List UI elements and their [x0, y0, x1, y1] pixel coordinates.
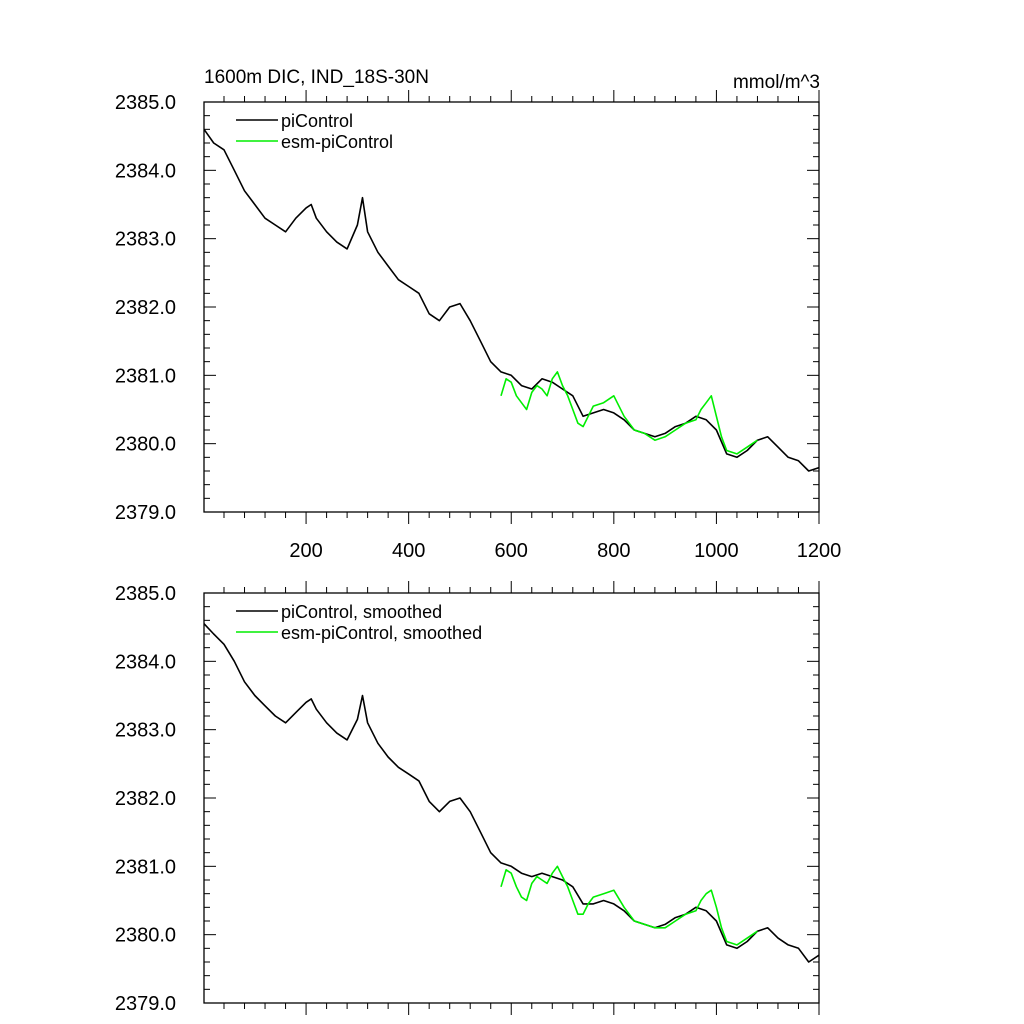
series-line-picontrol-smoothed	[204, 623, 819, 963]
x-tick-label: 1000	[694, 540, 739, 562]
x-tick-label: 1200	[797, 540, 842, 562]
x-tick-label: 200	[289, 540, 322, 562]
x-tick-label: 600	[495, 540, 528, 562]
y-tick-label: 2382.0	[115, 297, 176, 319]
series-line-picontrol	[204, 128, 819, 472]
y-tick-label: 2379.0	[115, 502, 176, 524]
y-tick-label: 2382.0	[115, 788, 176, 810]
series-line-esm-picontrol-smoothed	[500, 865, 758, 946]
y-tick-label: 2380.0	[115, 434, 176, 456]
legend-label: piControl	[281, 111, 353, 131]
y-tick-label: 2383.0	[115, 720, 176, 742]
top-panel: 2379.0 2380.0 2381.0 2382.0 2383.0 2384.0 2385…	[115, 90, 841, 562]
y-tick-label: 2384.0	[115, 651, 176, 673]
units-label: mmol/m^3	[733, 72, 820, 93]
chart-title: 1600m DIC, IND_18S-30N	[204, 67, 429, 88]
y-tick-label: 2381.0	[115, 365, 176, 387]
legend-label: esm-piControl, smoothed	[281, 623, 482, 643]
y-tick-label: 2379.0	[115, 993, 176, 1015]
series-line-esm-picontrol	[500, 371, 758, 455]
bottom-panel: 2379.0 2380.0 2381.0 2382.0 2383.0 2384.0 2385…	[115, 581, 820, 1015]
y-tick-label: 2381.0	[115, 856, 176, 878]
y-tick-label: 2384.0	[115, 160, 176, 182]
legend-label: esm-piControl	[281, 132, 393, 152]
y-tick-label: 2385.0	[115, 583, 176, 605]
x-tick-label: 800	[597, 540, 630, 562]
x-tick-label: 400	[392, 540, 425, 562]
y-tick-label: 2385.0	[115, 92, 176, 114]
y-tick-label: 2380.0	[115, 925, 176, 947]
y-tick-label: 2383.0	[115, 229, 176, 251]
legend-label: piControl, smoothed	[281, 602, 442, 622]
